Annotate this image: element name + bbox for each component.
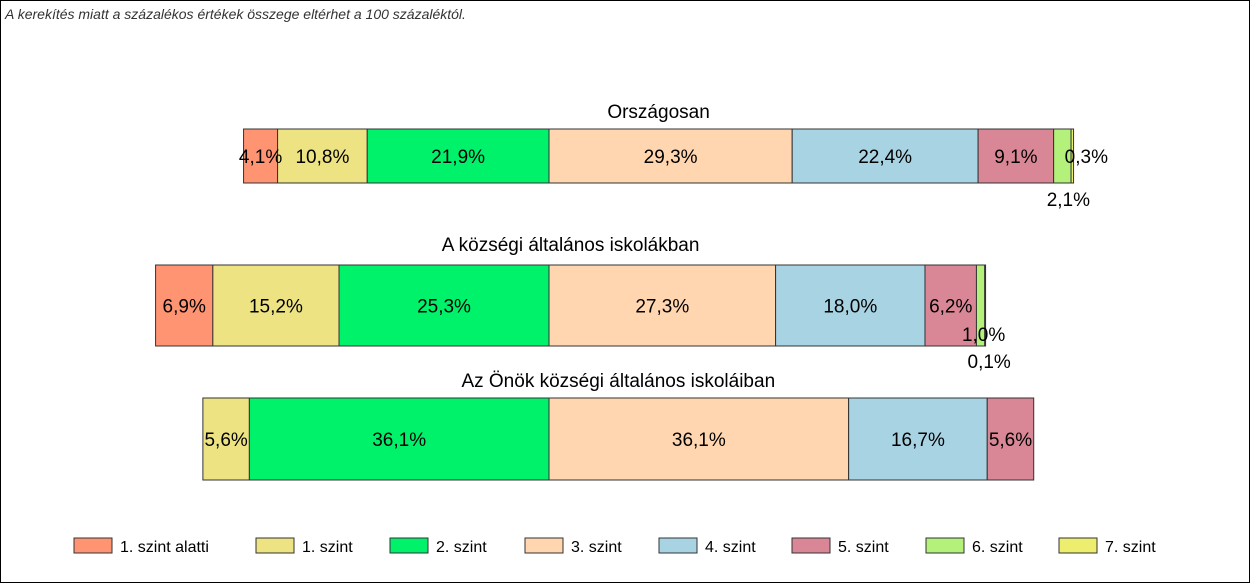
bar-segment: [155, 264, 214, 347]
data-label: 10,8%: [295, 147, 349, 168]
data-label: 5,6%: [204, 430, 247, 451]
legend-swatch: [389, 537, 429, 554]
data-label: 22,4%: [858, 147, 912, 168]
row-title: Országosan: [607, 102, 709, 123]
bar-segment: [775, 264, 926, 347]
legend-label: 5. szint: [838, 539, 889, 556]
bar-segment: [1070, 128, 1075, 184]
bar-segment: [977, 128, 1055, 184]
data-label: 29,3%: [644, 147, 698, 168]
data-label: 15,2%: [249, 297, 303, 318]
data-label: 0,3%: [1065, 147, 1108, 168]
legend-label: 1. szint: [302, 539, 353, 556]
legend-label: 2. szint: [436, 539, 487, 556]
data-label: 2,1%: [1047, 190, 1090, 211]
data-label: 27,3%: [635, 297, 689, 318]
data-label: 21,9%: [431, 147, 485, 168]
data-label: 5,6%: [989, 430, 1032, 451]
bar-segment: [248, 397, 550, 481]
legend-swatch: [1058, 537, 1098, 554]
legend-label: 6. szint: [972, 539, 1023, 556]
data-label: 1,0%: [962, 325, 1005, 346]
rounding-note: A kerekítés miatt a százalékos értékek ö…: [5, 6, 466, 22]
data-label: 6,9%: [163, 297, 206, 318]
bar-segment: [277, 128, 368, 184]
legend-swatch: [73, 537, 113, 554]
bar-segment: [986, 397, 1035, 481]
data-label: 36,1%: [372, 430, 426, 451]
legend-swatch: [925, 537, 965, 554]
data-label: 36,1%: [672, 430, 726, 451]
bar-segment: [202, 397, 250, 481]
bar-segment: [548, 264, 777, 347]
data-label: 6,2%: [929, 297, 972, 318]
bar-segment: [791, 128, 979, 184]
legend-swatch: [255, 537, 295, 554]
data-label: 25,3%: [417, 297, 471, 318]
bar-segment: [848, 397, 988, 481]
data-label: 9,1%: [994, 147, 1037, 168]
legend-label: 3. szint: [571, 539, 622, 556]
row-title: A községi általános iskolákban: [442, 235, 700, 256]
bar-segment: [212, 264, 340, 347]
legend-label: 1. szint alatti: [120, 539, 209, 556]
legend-label: 4. szint: [705, 539, 756, 556]
bar-segment: [984, 264, 987, 347]
bar-segment: [548, 397, 850, 481]
legend-swatch: [658, 537, 698, 554]
legend-label: 7. szint: [1105, 539, 1156, 556]
data-label: 4,1%: [239, 147, 282, 168]
data-label: 16,7%: [891, 430, 945, 451]
bar-segment: [924, 264, 977, 347]
data-label: 0,1%: [968, 352, 1011, 373]
legend-swatch: [524, 537, 564, 554]
row-title: Az Önök községi általános iskoláiban: [461, 371, 775, 392]
data-label: 18,0%: [823, 297, 877, 318]
bar-segment: [338, 264, 550, 347]
legend-swatch: [791, 537, 831, 554]
